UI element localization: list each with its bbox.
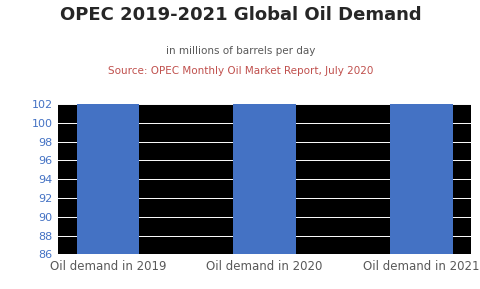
Bar [76,0,139,254]
Text: OPEC 2019-2021 Global Oil Demand: OPEC 2019-2021 Global Oil Demand [60,6,420,24]
Bar [389,0,452,254]
Text: Source: OPEC Monthly Oil Market Report, July 2020: Source: OPEC Monthly Oil Market Report, … [108,66,372,77]
Text: in millions of barrels per day: in millions of barrels per day [166,46,314,56]
Bar [233,0,295,254]
